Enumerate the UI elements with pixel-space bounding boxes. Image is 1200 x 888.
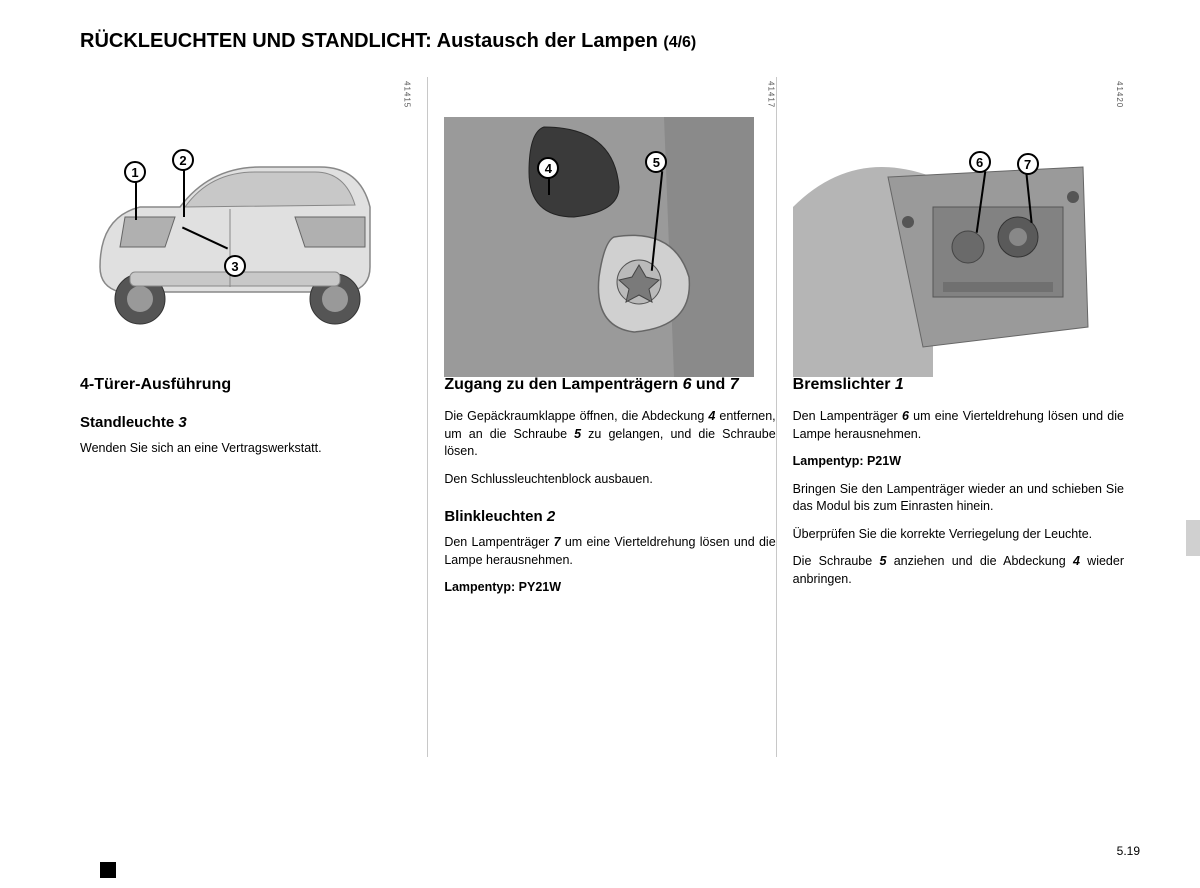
heading-text: Bremslichter — [793, 376, 895, 393]
callout-7: 7 — [1017, 153, 1039, 175]
ref-number: 7 — [554, 535, 561, 549]
callout-line — [548, 177, 550, 195]
heading-text: Standleuchte — [80, 414, 178, 431]
column-3: 41420 6 7 Bremslichter 1 Den Lam — [777, 77, 1140, 757]
car-illustration — [80, 117, 390, 347]
text-segment: Den Lampenträger — [793, 409, 902, 423]
figure-trunk-panel: 41417 4 5 — [444, 77, 775, 357]
text-segment: Die Gepäckraumklappe öffnen, die Abdecku… — [444, 409, 708, 423]
side-tab — [1186, 520, 1200, 556]
callout-2: 2 — [172, 149, 194, 171]
lamp-type: Lampentyp: PY21W — [444, 579, 775, 597]
figure-lamp-housing: 41420 6 7 — [793, 77, 1124, 357]
text-segment: anziehen und die Abdeckung — [886, 554, 1073, 568]
ref-number: 1 — [895, 376, 904, 393]
lamp-type: Lampentyp: P21W — [793, 453, 1124, 471]
text-segment: Den Lampenträger — [444, 535, 553, 549]
callout-1: 1 — [124, 161, 146, 183]
callout-3: 3 — [224, 255, 246, 277]
body-text-workshop: Wenden Sie sich an eine Vertragswerkstat… — [80, 440, 411, 458]
body-text: Den Lampenträger 6 um eine Vierteldrehun… — [793, 408, 1124, 443]
body-text: Die Schraube 5 anziehen und die Abdeckun… — [793, 553, 1124, 588]
image-code-3: 41420 — [1115, 81, 1124, 108]
body-text: Überprüfen Sie die korrekte Verriegelung… — [793, 526, 1124, 544]
title-main: RÜCKLEUCHTEN UND STANDLICHT: Austausch d… — [80, 30, 663, 52]
body-text: Den Lampenträger 7 um eine Vierteldrehun… — [444, 534, 775, 569]
heading-text: Blinkleuchten — [444, 508, 547, 525]
ref-number: 4 — [1073, 554, 1080, 568]
heading-bremslichter: Bremslichter 1 — [793, 375, 1124, 394]
heading-blinkleuchten: Blinkleuchten 2 — [444, 508, 775, 526]
body-text: Den Schlussleuchtenblock ausbauen. — [444, 471, 775, 489]
columns-container: 41415 1 2 3 4-Türer-Ausfüh — [80, 77, 1140, 757]
callout-6: 6 — [969, 151, 991, 173]
callout-line — [135, 180, 137, 220]
image-code-2: 41417 — [767, 81, 776, 108]
heading-4-door: 4-Türer-Ausführung — [80, 375, 411, 394]
heading-access: Zugang zu den Lampenträgern 6 und 7 — [444, 375, 775, 394]
callout-line — [183, 169, 185, 217]
body-text: Die Gepäckraumklappe öffnen, die Abdecku… — [444, 408, 775, 461]
footer-mark — [100, 862, 116, 878]
column-1: 41415 1 2 3 4-Türer-Ausfüh — [80, 77, 427, 757]
housing-illustration — [793, 117, 1103, 377]
page-number: 5.19 — [1117, 844, 1140, 858]
image-code-1: 41415 — [402, 81, 411, 108]
body-text: Bringen Sie den Lampenträger wieder an u… — [793, 481, 1124, 516]
ref-number: 2 — [547, 508, 555, 525]
text-segment: Die Schraube — [793, 554, 880, 568]
heading-text: und — [691, 376, 729, 393]
panel-illustration — [444, 117, 754, 377]
ref-number: 3 — [178, 414, 186, 431]
ref-number: 7 — [730, 376, 739, 393]
heading-standleuchte: Standleuchte 3 — [80, 414, 411, 432]
column-2: 41417 4 5 Zugang zu den Lampenträgern 6 … — [428, 77, 775, 757]
heading-text: Zugang zu den Lampenträgern — [444, 376, 682, 393]
page-title: RÜCKLEUCHTEN UND STANDLICHT: Austausch d… — [80, 30, 1140, 53]
title-page-count: (4/6) — [663, 34, 696, 51]
ref-number: 6 — [902, 409, 909, 423]
figure-car-rear: 41415 1 2 3 — [80, 77, 411, 357]
